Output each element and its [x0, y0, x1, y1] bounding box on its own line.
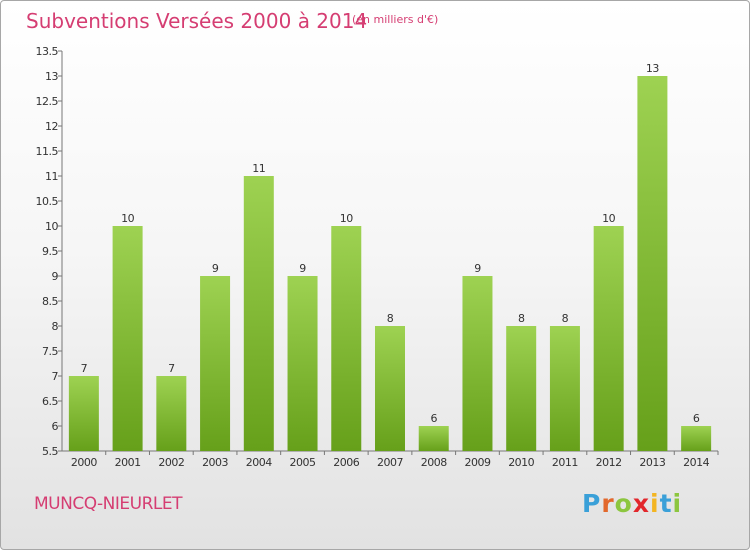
data-label: 9 [212, 262, 219, 275]
logo-letter: i [672, 489, 683, 518]
y-tick-label: 11 [45, 170, 58, 183]
x-tick-label: 2010 [508, 456, 534, 469]
y-tick-label: 8 [52, 320, 59, 333]
x-tick-label: 2000 [71, 456, 97, 469]
x-tick-label: 2007 [377, 456, 403, 469]
bar [418, 426, 449, 451]
y-tick-label: 6.5 [42, 395, 58, 408]
y-tick-label: 11.5 [36, 145, 59, 158]
bar [637, 76, 668, 451]
data-label: 7 [168, 362, 175, 375]
y-tick-label: 9 [52, 270, 59, 283]
y-tick-label: 8.5 [42, 295, 58, 308]
y-tick-label: 13 [45, 70, 58, 83]
x-tick-label: 2008 [421, 456, 447, 469]
logo-letter: i [650, 489, 660, 518]
y-tick-label: 7.5 [42, 345, 58, 358]
bar [375, 326, 405, 451]
chart-unit-note: (en milliers d'€) [352, 13, 439, 26]
x-tick-label: 2012 [596, 456, 622, 469]
logo-letter: o [614, 489, 633, 518]
data-label: 11 [252, 162, 265, 175]
logo-letter: P [582, 489, 602, 518]
data-label: 8 [387, 312, 394, 325]
bar [112, 226, 143, 451]
bar [200, 276, 231, 451]
bar [549, 326, 580, 451]
bar [156, 376, 187, 451]
logo-letter: t [659, 489, 673, 518]
data-label: 8 [518, 312, 525, 325]
y-tick-label: 5.5 [42, 445, 58, 458]
data-label: 6 [430, 412, 437, 425]
y-tick-label: 13.5 [36, 45, 59, 58]
y-tick-label: 12 [45, 120, 58, 133]
chart-title: Subventions Versées 2000 à 2014 [26, 9, 368, 33]
data-label: 6 [693, 412, 700, 425]
y-tick-label: 9.5 [42, 245, 58, 258]
bar [287, 276, 318, 451]
x-tick-label: 2002 [158, 456, 184, 469]
label-layer: 2000 7 2001 10 2002 7 2003 9 2004 11 2005 9 2006 10 20… [71, 62, 710, 469]
data-label: 10 [121, 212, 134, 225]
logo-letter: r [601, 489, 615, 518]
y-tick-label: 12.5 [36, 95, 59, 108]
x-tick-label: 2005 [290, 456, 316, 469]
x-tick-label: 2009 [464, 456, 490, 469]
commune-name: MUNCQ-NIEURLET [34, 494, 183, 514]
bar [681, 426, 712, 451]
x-tick-label: 2006 [333, 456, 359, 469]
x-tick-label: 2004 [246, 456, 272, 469]
x-tick-label: 2011 [552, 456, 578, 469]
data-label: 10 [340, 212, 353, 225]
x-tick-label: 2001 [115, 456, 141, 469]
data-label: 9 [474, 262, 481, 275]
bar-layer [68, 76, 712, 451]
data-label: 13 [646, 62, 659, 75]
data-label: 7 [81, 362, 88, 375]
bar [331, 226, 362, 451]
data-label: 9 [299, 262, 306, 275]
bar [462, 276, 493, 451]
logo-letter: x [632, 489, 650, 518]
data-label: 8 [562, 312, 569, 325]
x-tick-label: 2014 [683, 456, 709, 469]
y-tick-label: 10 [45, 220, 58, 233]
bar [68, 376, 99, 451]
bar [243, 176, 274, 451]
bar [506, 326, 537, 451]
bar [593, 226, 624, 451]
x-tick-label: 2003 [202, 456, 228, 469]
data-label: 10 [602, 212, 615, 225]
x-tick-label: 2013 [639, 456, 665, 469]
proxiti-logo: Proxiti [582, 489, 682, 518]
y-tick-label: 7 [52, 370, 59, 383]
y-tick-label: 6 [52, 420, 59, 433]
y-tick-label: 10.5 [36, 195, 59, 208]
